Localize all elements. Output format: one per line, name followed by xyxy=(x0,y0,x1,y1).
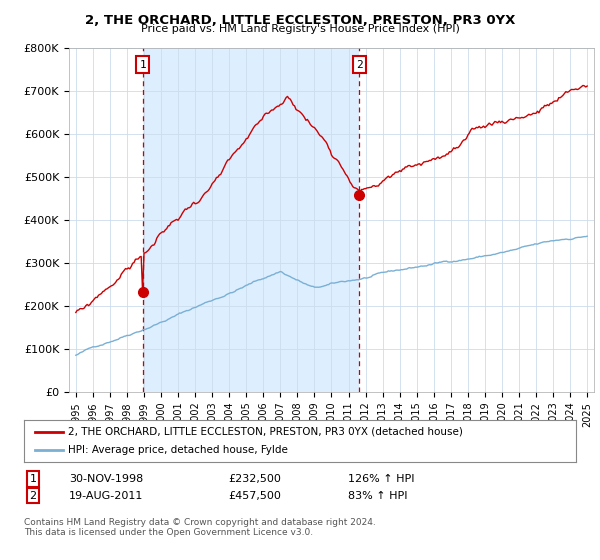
Text: 19-AUG-2011: 19-AUG-2011 xyxy=(69,491,143,501)
Text: 2: 2 xyxy=(29,491,37,501)
Bar xyxy=(143,48,359,392)
Text: Price paid vs. HM Land Registry's House Price Index (HPI): Price paid vs. HM Land Registry's House … xyxy=(140,24,460,34)
Text: £457,500: £457,500 xyxy=(228,491,281,501)
Text: £232,500: £232,500 xyxy=(228,474,281,484)
Text: 1: 1 xyxy=(29,474,37,484)
Text: 2: 2 xyxy=(356,60,362,70)
Text: 30-NOV-1998: 30-NOV-1998 xyxy=(69,474,143,484)
Text: 2, THE ORCHARD, LITTLE ECCLESTON, PRESTON, PR3 0YX: 2, THE ORCHARD, LITTLE ECCLESTON, PRESTO… xyxy=(85,14,515,27)
Text: 83% ↑ HPI: 83% ↑ HPI xyxy=(348,491,407,501)
Text: 2, THE ORCHARD, LITTLE ECCLESTON, PRESTON, PR3 0YX (detached house): 2, THE ORCHARD, LITTLE ECCLESTON, PRESTO… xyxy=(68,427,463,437)
Text: HPI: Average price, detached house, Fylde: HPI: Average price, detached house, Fyld… xyxy=(68,445,288,455)
Text: 1: 1 xyxy=(139,60,146,70)
Text: 126% ↑ HPI: 126% ↑ HPI xyxy=(348,474,415,484)
Text: Contains HM Land Registry data © Crown copyright and database right 2024.
This d: Contains HM Land Registry data © Crown c… xyxy=(24,518,376,538)
